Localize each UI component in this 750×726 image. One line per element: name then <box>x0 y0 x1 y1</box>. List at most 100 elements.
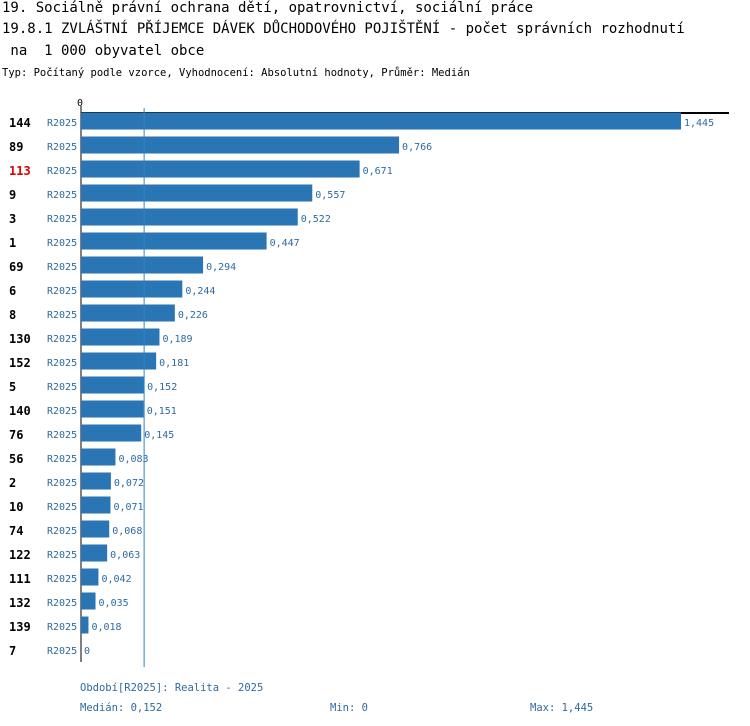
row-series-label: R2025 <box>47 166 77 177</box>
chart-subtitle: Typ: Počítaný podle vzorce, Vyhodnocení:… <box>2 67 470 79</box>
row-id-label: 89 <box>9 140 23 154</box>
row-id-label: 76 <box>9 428 23 442</box>
bar <box>81 520 110 538</box>
bar-value-label: 0,244 <box>185 286 215 297</box>
bar <box>81 448 116 466</box>
bar <box>81 592 96 610</box>
row-series-label: R2025 <box>47 214 77 225</box>
row-series-label: R2025 <box>47 430 77 441</box>
bar <box>81 208 298 226</box>
row-series-label: R2025 <box>47 262 77 273</box>
footer-max: Max: 1,445 <box>530 702 594 714</box>
row-series-label: R2025 <box>47 190 77 201</box>
chart-title-line-1: 19. Sociálně právní ochrana dětí, opatro… <box>2 0 534 16</box>
axis-zero-label: 0 <box>77 98 83 109</box>
row-series-label: R2025 <box>47 646 77 657</box>
bar <box>81 160 360 178</box>
bar-value-label: 0,152 <box>147 382 177 393</box>
row-id-label: 139 <box>9 620 31 634</box>
row-id-label: 111 <box>9 572 31 586</box>
bar-value-label: 0,671 <box>363 166 393 177</box>
row-series-label: R2025 <box>47 622 77 633</box>
row-series-label: R2025 <box>47 382 77 393</box>
bar-value-label: 0,018 <box>91 622 121 633</box>
row-id-label: 6 <box>9 284 16 298</box>
row-series-label: R2025 <box>47 334 77 345</box>
bar-value-label: 0,145 <box>144 430 174 441</box>
bar-value-label: 0,522 <box>301 214 331 225</box>
bar-value-label: 0,181 <box>159 358 189 369</box>
bar <box>81 352 157 370</box>
bar-value-label: 0,071 <box>113 502 143 513</box>
row-id-label: 9 <box>9 188 16 202</box>
bar <box>81 112 681 130</box>
bar <box>81 256 204 274</box>
row-id-label: 3 <box>9 212 16 226</box>
row-id-label: 74 <box>9 524 23 538</box>
row-id-label: 140 <box>9 404 31 418</box>
bar <box>81 400 144 418</box>
chart-title-line-3: na 1 000 obyvatel obce <box>2 43 205 59</box>
bar <box>81 136 400 154</box>
row-series-label: R2025 <box>47 358 77 369</box>
row-series-label: R2025 <box>47 478 77 489</box>
row-series-label: R2025 <box>47 550 77 561</box>
bar <box>81 568 99 586</box>
row-id-label: 56 <box>9 452 23 466</box>
footer-min: Min: 0 <box>330 702 368 714</box>
row-series-label: R2025 <box>47 310 77 321</box>
bar <box>81 544 108 562</box>
bar-value-label: 0,068 <box>112 526 142 537</box>
row-id-label: 122 <box>9 548 31 562</box>
row-series-label: R2025 <box>47 454 77 465</box>
bar-value-label: 0,447 <box>270 238 300 249</box>
bar-value-label: 0,189 <box>162 334 192 345</box>
bar-value-label: 0,151 <box>147 406 177 417</box>
bar-value-label: 0,035 <box>99 598 129 609</box>
row-id-label: 144 <box>9 116 31 130</box>
bar <box>81 496 111 514</box>
row-id-label: 113 <box>9 164 31 178</box>
bar <box>81 232 267 250</box>
row-series-label: R2025 <box>47 502 77 513</box>
bar-value-label: 0,042 <box>101 574 131 585</box>
bar <box>81 616 89 634</box>
bar-value-label: 0,063 <box>110 550 140 561</box>
bar-value-label: 0,072 <box>114 478 144 489</box>
row-id-label: 152 <box>9 356 31 370</box>
chart-title-line-2: 19.8.1 ZVLÁŠTNÍ PŘÍJEMCE DÁVEK DŮCHODOVÉ… <box>2 21 685 37</box>
row-id-label: 2 <box>9 476 16 490</box>
footer-median: Medián: 0,152 <box>80 702 163 714</box>
bar <box>81 184 313 202</box>
bar-value-label: 0,557 <box>315 190 345 201</box>
bar <box>81 280 183 298</box>
bar <box>81 376 145 394</box>
row-id-label: 132 <box>9 596 31 610</box>
row-id-label: 5 <box>9 380 16 394</box>
row-id-label: 69 <box>9 260 23 274</box>
row-id-label: 8 <box>9 308 16 322</box>
row-series-label: R2025 <box>47 574 77 585</box>
bar-value-label: 0,766 <box>402 142 432 153</box>
row-id-label: 130 <box>9 332 31 346</box>
bar <box>81 304 175 322</box>
footer-period: Období[R2025]: Realita - 2025 <box>80 682 264 694</box>
row-id-label: 10 <box>9 500 23 514</box>
row-series-label: R2025 <box>47 526 77 537</box>
bar <box>81 472 111 490</box>
row-series-label: R2025 <box>47 598 77 609</box>
bar <box>81 424 142 442</box>
bar-value-label: 0,083 <box>118 454 148 465</box>
bar-value-label: 0,226 <box>178 310 208 321</box>
row-series-label: R2025 <box>47 406 77 417</box>
bar-value-label: 0 <box>84 646 90 657</box>
bar <box>81 328 160 346</box>
row-series-label: R2025 <box>47 286 77 297</box>
row-series-label: R2025 <box>47 142 77 153</box>
row-id-label: 1 <box>9 236 16 250</box>
row-id-label: 7 <box>9 644 16 658</box>
row-series-label: R2025 <box>47 238 77 249</box>
bar-value-label: 1,445 <box>684 118 714 129</box>
bar-value-label: 0,294 <box>206 262 236 273</box>
